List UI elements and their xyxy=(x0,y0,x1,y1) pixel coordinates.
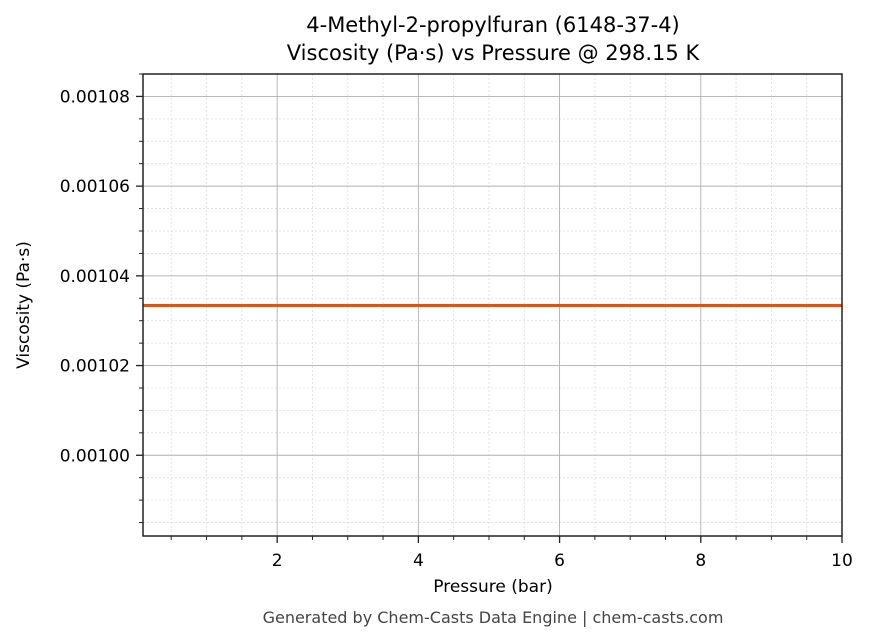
y-axis-label: Viscosity (Pa·s) xyxy=(14,241,34,369)
y-tick-label: 0.00108 xyxy=(60,87,130,107)
x-tick-label: 8 xyxy=(695,551,706,571)
x-axis-label: Pressure (bar) xyxy=(433,577,553,597)
footer-credit: Generated by Chem-Casts Data Engine | ch… xyxy=(262,608,724,627)
y-tick-label: 0.00100 xyxy=(60,446,130,466)
y-tick-label: 0.00106 xyxy=(60,177,130,197)
y-tick-label: 0.00102 xyxy=(60,357,130,377)
x-tick-label: 4 xyxy=(413,551,424,571)
x-tick-label: 6 xyxy=(554,551,565,571)
chart-title: 4-Methyl-2-propylfuran (6148-37-4) xyxy=(306,13,680,37)
x-tick-label: 2 xyxy=(272,551,283,571)
x-tick-label: 10 xyxy=(831,551,853,571)
chart-subtitle: Viscosity (Pa·s) vs Pressure @ 298.15 K xyxy=(286,41,700,65)
axes-frame xyxy=(142,73,843,537)
y-tick-label: 0.00104 xyxy=(60,267,130,287)
